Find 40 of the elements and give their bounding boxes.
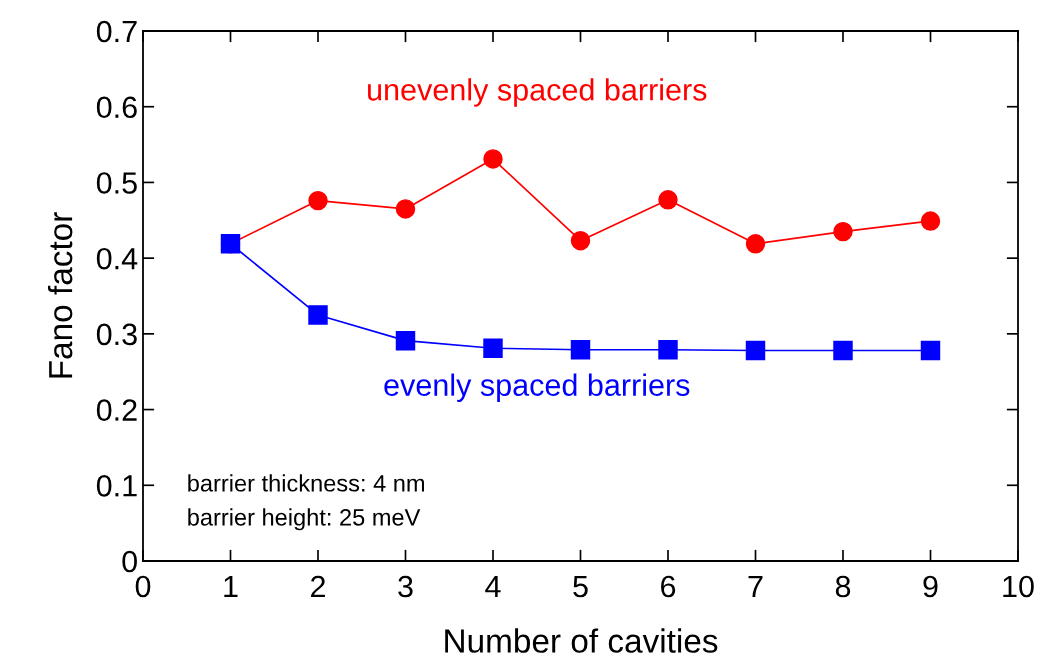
x-tick-label: 10 — [1003, 575, 1034, 598]
y-tick-label: 0.5 — [96, 172, 137, 194]
y-axis-title: Fano factor — [47, 212, 73, 378]
point — [920, 211, 941, 231]
x-tick-label: 5 — [573, 576, 588, 598]
point — [658, 340, 678, 360]
y-tick-label: 0 — [122, 550, 137, 573]
point — [745, 234, 766, 254]
y-tick-label: 0.2 — [96, 399, 137, 421]
point — [308, 305, 328, 325]
x-tick-label: 3 — [398, 575, 413, 598]
y-tick-label: 0.3 — [96, 323, 137, 346]
point — [833, 221, 853, 242]
y-tick-label: 0.4 — [96, 247, 138, 270]
annotation: barrier height: 25 meV — [188, 508, 421, 531]
point — [658, 190, 678, 210]
point — [308, 190, 328, 211]
series-label: evenly spaced barriers — [384, 373, 690, 402]
point — [483, 149, 503, 169]
x-axis-title: Number of cavities — [445, 628, 718, 653]
x-tick-label: 9 — [923, 575, 938, 598]
point — [483, 338, 503, 358]
point — [395, 330, 416, 351]
y-tick-label: 0.7 — [96, 20, 137, 43]
y-tick-label: 0.6 — [96, 96, 137, 119]
x-tick-label: 2 — [311, 575, 325, 598]
y-tick-label: 0.1 — [96, 475, 137, 497]
point — [570, 340, 591, 360]
point — [745, 340, 766, 361]
x-tick-label: 8 — [835, 575, 851, 598]
point — [395, 199, 416, 219]
x-tick-label: 1 — [224, 576, 238, 598]
point — [570, 231, 591, 251]
point — [833, 340, 853, 361]
point — [920, 340, 941, 361]
x-tick-label: 7 — [748, 576, 763, 598]
annotation: barrier thickness: 4 nm — [188, 474, 425, 492]
text: unevenly spaced barriers — [368, 78, 707, 107]
x-tick-label: 4 — [485, 576, 501, 598]
x-tick-label: 6 — [661, 575, 676, 598]
